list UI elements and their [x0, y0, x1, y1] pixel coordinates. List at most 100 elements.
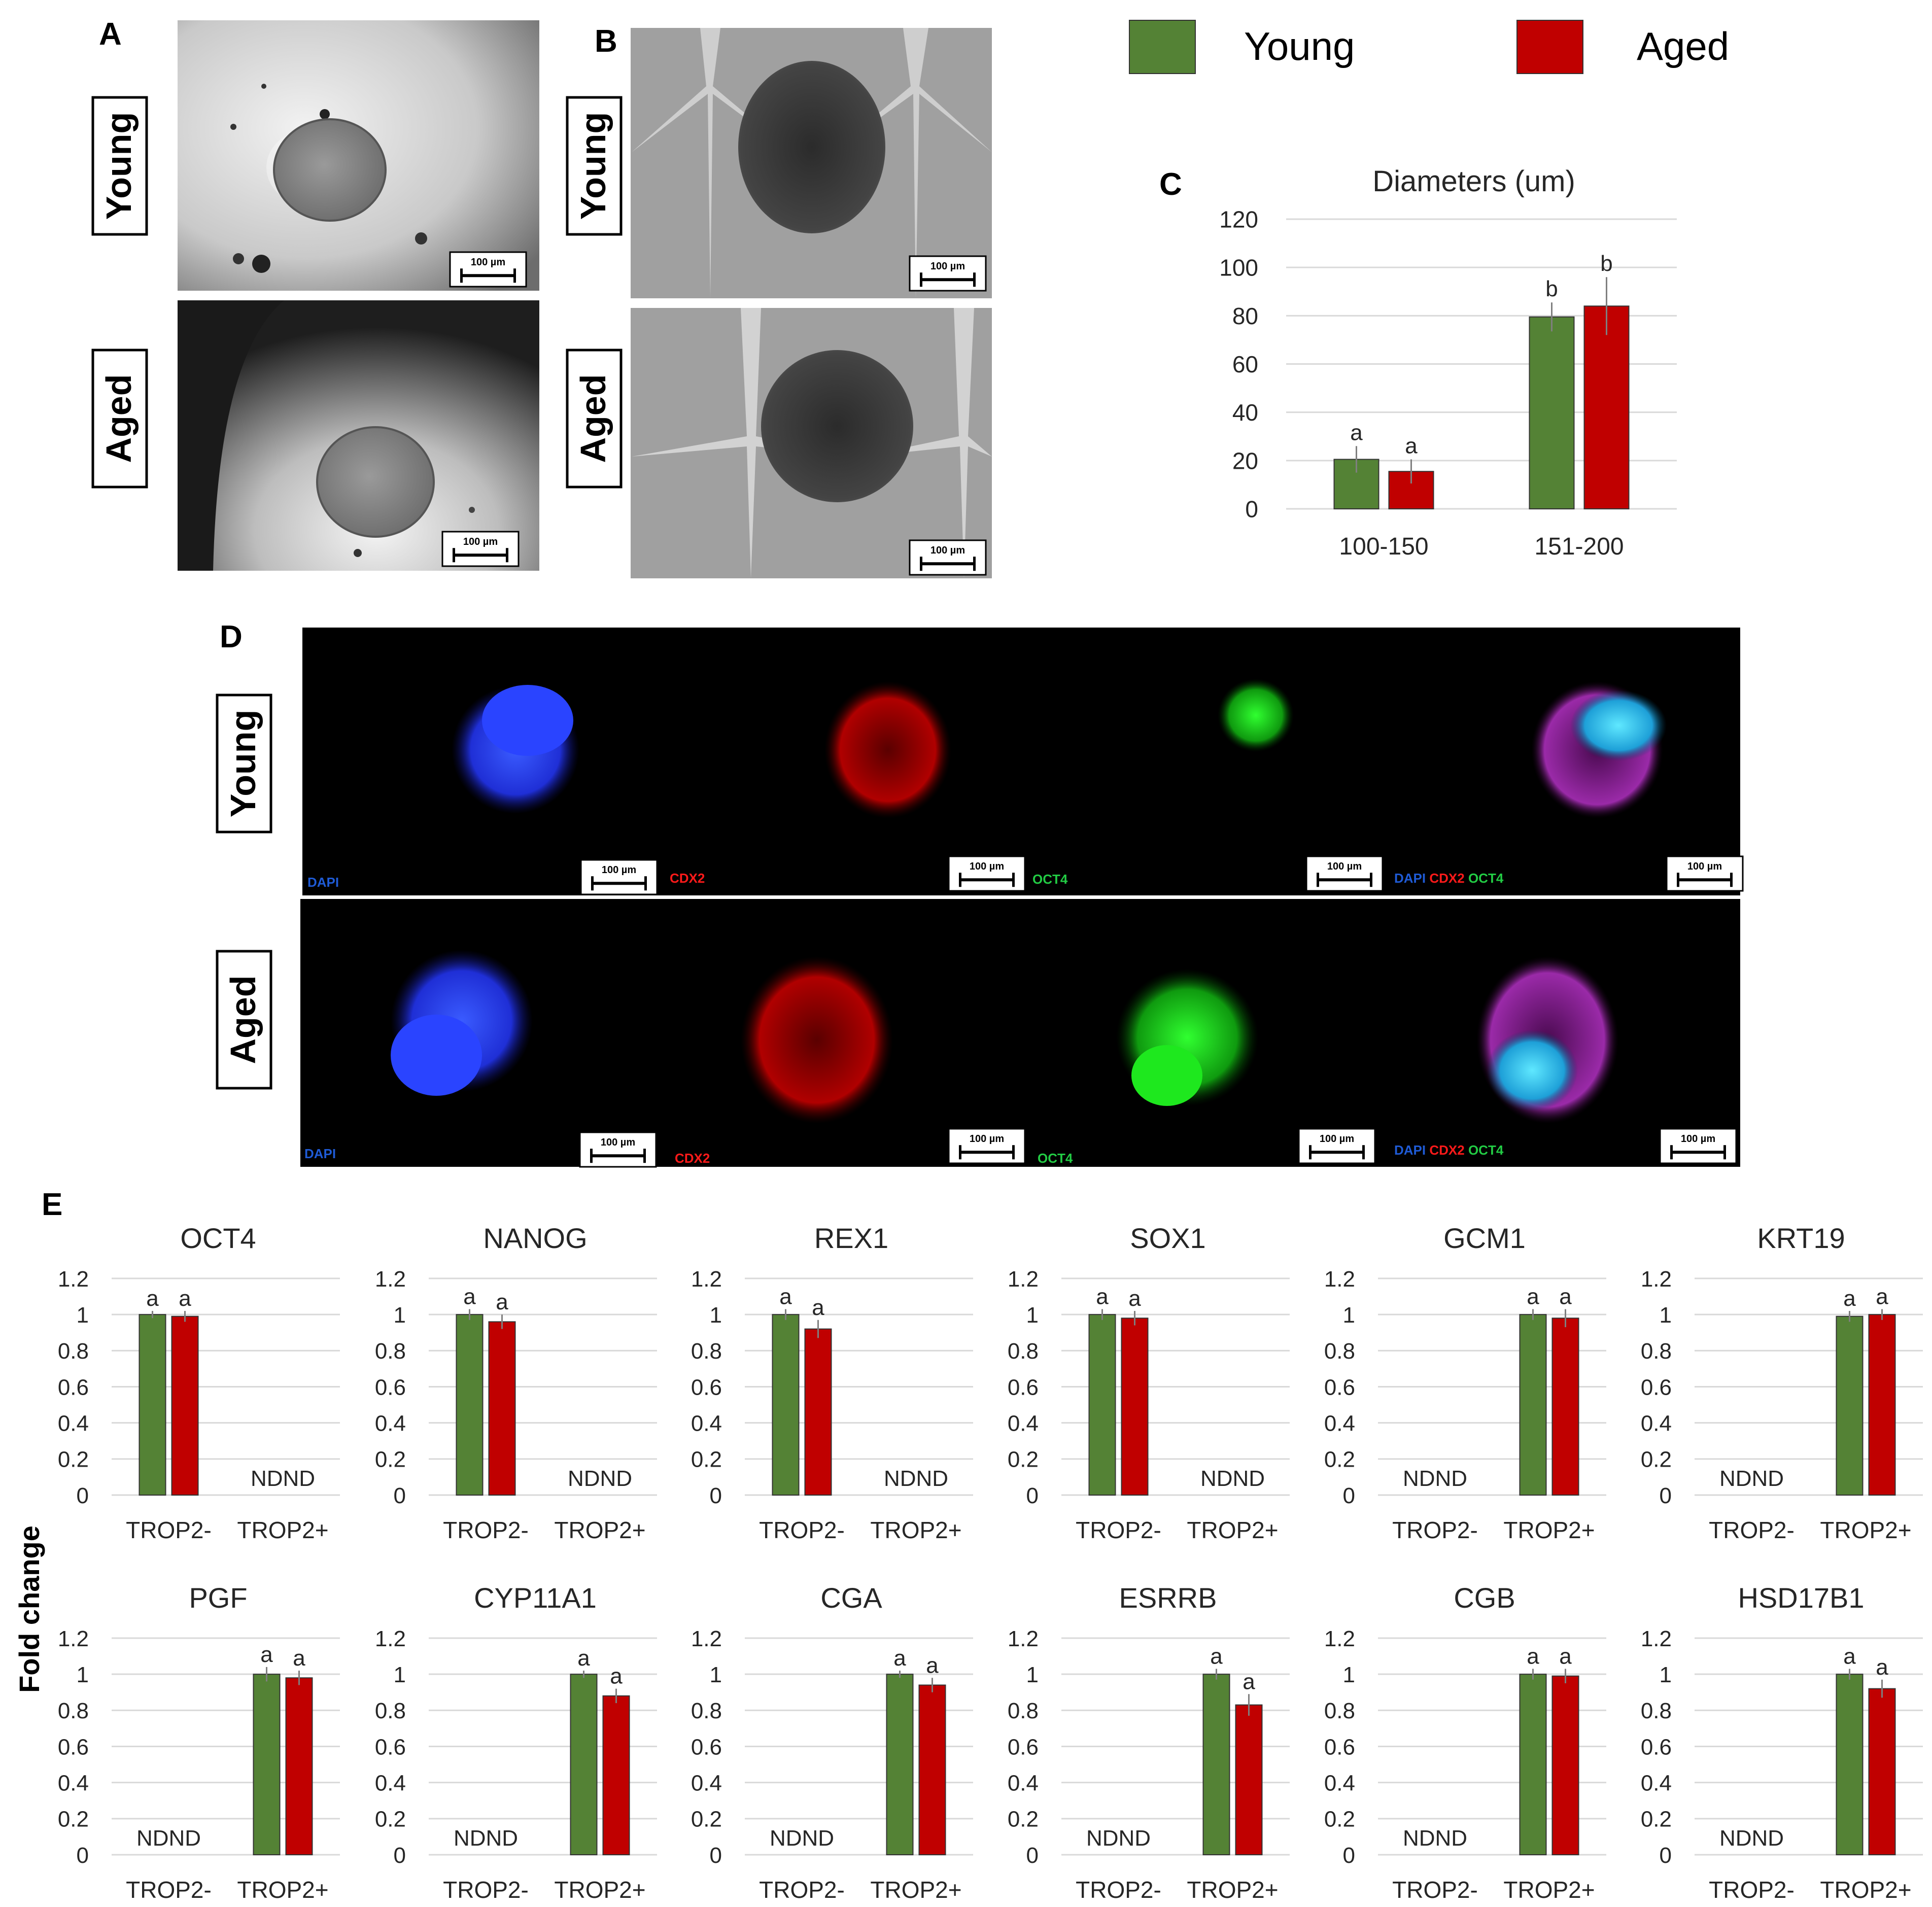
significance-letter: b — [1545, 276, 1558, 301]
y-tick-label: 1 — [710, 1662, 722, 1687]
young-oct4-label: OCT4 — [1032, 872, 1068, 887]
row-label-b-young-text: Young — [573, 112, 613, 220]
y-tick-label: 0.6 — [1324, 1375, 1355, 1400]
legend: Young Aged — [1129, 20, 1729, 74]
young-cdx2-embryo — [824, 681, 951, 818]
y-tick-label: 1 — [1343, 1303, 1355, 1328]
bar-young — [1519, 1314, 1547, 1496]
row-label-a-young: Young — [91, 96, 148, 236]
y-tick-label: 0.4 — [691, 1771, 722, 1796]
y-tick-label: 0.8 — [1008, 1339, 1039, 1364]
y-tick-label: 0.8 — [375, 1339, 406, 1364]
gene-chart-nanog: NANOG 0 0.2 0.4 0.6 0.8 1 1.2 TROP2- a a TROP2+ NDND — [375, 1222, 657, 1543]
bar-young — [253, 1674, 281, 1856]
panel-a-young-image — [178, 20, 539, 291]
gene-chart-rex1: REX1 0 0.2 0.4 0.6 0.8 1 1.2 TROP2- a a TROP2+ NDND — [691, 1222, 973, 1543]
bar-aged — [1121, 1317, 1149, 1496]
y-tick-label: 0.2 — [375, 1447, 406, 1472]
significance-letter: a — [893, 1646, 906, 1671]
y-tick-label: 0.8 — [1641, 1698, 1672, 1723]
y-tick-label: 1.2 — [691, 1267, 722, 1292]
nd-label: NDND — [251, 1466, 315, 1491]
row-label-b-young: Young — [566, 96, 623, 236]
y-tick-label: 1 — [394, 1662, 406, 1687]
significance-letter: a — [463, 1284, 476, 1309]
row-label-d-aged: Aged — [216, 950, 272, 1090]
panel-letter-b: B — [595, 24, 617, 59]
bar-young — [772, 1314, 800, 1496]
nd-label: NDND — [1086, 1826, 1151, 1851]
y-tick-label: 0.4 — [1641, 1771, 1672, 1796]
significance-letter: a — [293, 1646, 305, 1671]
significance-letter: a — [1527, 1284, 1539, 1309]
x-tick-label: TROP2+ — [554, 1877, 645, 1903]
x-tick-label: TROP2+ — [1503, 1877, 1595, 1903]
scale-bar-label: 100 µm — [1681, 1133, 1715, 1145]
y-tick-label: 1 — [394, 1303, 406, 1328]
aged-oct4-embryo — [1116, 969, 1258, 1106]
y-tick-label: 0.6 — [1008, 1375, 1039, 1400]
chart-title: NANOG — [483, 1222, 587, 1254]
y-tick-label: 80 — [1232, 303, 1258, 329]
y-tick-label: 0.8 — [58, 1698, 89, 1723]
gene-chart-oct4: OCT4 0 0.2 0.4 0.6 0.8 1 1.2 TROP2- a a TROP2+ NDND — [58, 1222, 340, 1543]
chart-title: HSD17B1 — [1738, 1582, 1864, 1614]
y-tick-label: 0.8 — [1641, 1339, 1672, 1364]
y-tick-label: 0 — [1026, 1483, 1039, 1508]
bar-young — [570, 1674, 598, 1856]
young-merge-cdx2: CDX2 — [1429, 871, 1464, 886]
bar-young — [1088, 1314, 1116, 1496]
gene-chart-cyp11a1: CYP11A1 0 0.2 0.4 0.6 0.8 1 1.2 TROP2- NDND TROP2+… — [375, 1582, 657, 1903]
y-tick-label: 0.4 — [375, 1411, 406, 1436]
bar-young — [456, 1314, 484, 1496]
y-tick-label: 0 — [394, 1843, 406, 1868]
y-tick-label: 0.2 — [58, 1447, 89, 1472]
legend-label-young: Young — [1244, 24, 1355, 68]
y-tick-label: 1.2 — [1324, 1267, 1355, 1292]
significance-letter: a — [1559, 1284, 1572, 1309]
nd-label: NDND — [136, 1826, 201, 1851]
x-tick-label: TROP2- — [443, 1517, 529, 1543]
bar-aged — [1868, 1314, 1896, 1496]
bar-young — [1836, 1674, 1864, 1856]
scale-bar-label: 100 µm — [471, 257, 505, 268]
row-label-d-young: Young — [216, 694, 272, 834]
chart-title: CGA — [820, 1582, 882, 1614]
gene-chart-krt19: KRT19 0 0.2 0.4 0.6 0.8 1 1.2 TROP2- NDND TROP2+ a a — [1641, 1222, 1923, 1543]
bar-aged — [1551, 1317, 1579, 1496]
x-tick-label: TROP2+ — [237, 1877, 328, 1903]
y-tick-label: 0.6 — [1641, 1735, 1672, 1759]
significance-letter: a — [1876, 1655, 1888, 1680]
x-tick-label: TROP2- — [126, 1517, 212, 1543]
y-tick-label: 0 — [1026, 1843, 1039, 1868]
y-tick-label: 0.6 — [58, 1735, 89, 1759]
young-dapi-label: DAPI — [307, 875, 339, 890]
y-tick-label: 0 — [1245, 496, 1258, 523]
bar-aged — [1868, 1688, 1896, 1855]
young-merge-oct4: OCT4 — [1468, 871, 1504, 886]
y-tick-label: 0.4 — [375, 1771, 406, 1796]
y-tick-label: 0.6 — [1641, 1375, 1672, 1400]
row-label-b-aged-text: Aged — [573, 374, 613, 463]
bar-young — [139, 1314, 166, 1496]
x-tick-label: TROP2- — [759, 1517, 845, 1543]
y-tick-label: 0.8 — [1324, 1339, 1355, 1364]
gene-chart-cgb: CGB 0 0.2 0.4 0.6 0.8 1 1.2 TROP2- NDND TROP2+ a a — [1324, 1582, 1606, 1903]
bar-aged — [285, 1677, 313, 1856]
scale-bar-d-aged-4: 100 µm — [1659, 1128, 1737, 1164]
y-tick-label: 1.2 — [1641, 1267, 1672, 1292]
scale-bar-d-young-2: 100 µm — [948, 855, 1026, 892]
bar-young — [886, 1674, 914, 1856]
x-tick-label: 151-200 — [1534, 533, 1624, 560]
y-tick-label: 0 — [394, 1483, 406, 1508]
chart-title: Diameters (um) — [1372, 165, 1575, 198]
y-tick-label: 0 — [1660, 1843, 1672, 1868]
panel-d-aged-strip — [300, 899, 1740, 1167]
y-tick-label: 0.6 — [691, 1375, 722, 1400]
significance-letter: a — [1843, 1644, 1856, 1669]
bar-aged — [1551, 1675, 1579, 1856]
nd-label: NDND — [1200, 1466, 1265, 1491]
y-tick-label: 1 — [1660, 1662, 1672, 1687]
scale-bar-label: 100 µm — [602, 864, 636, 876]
